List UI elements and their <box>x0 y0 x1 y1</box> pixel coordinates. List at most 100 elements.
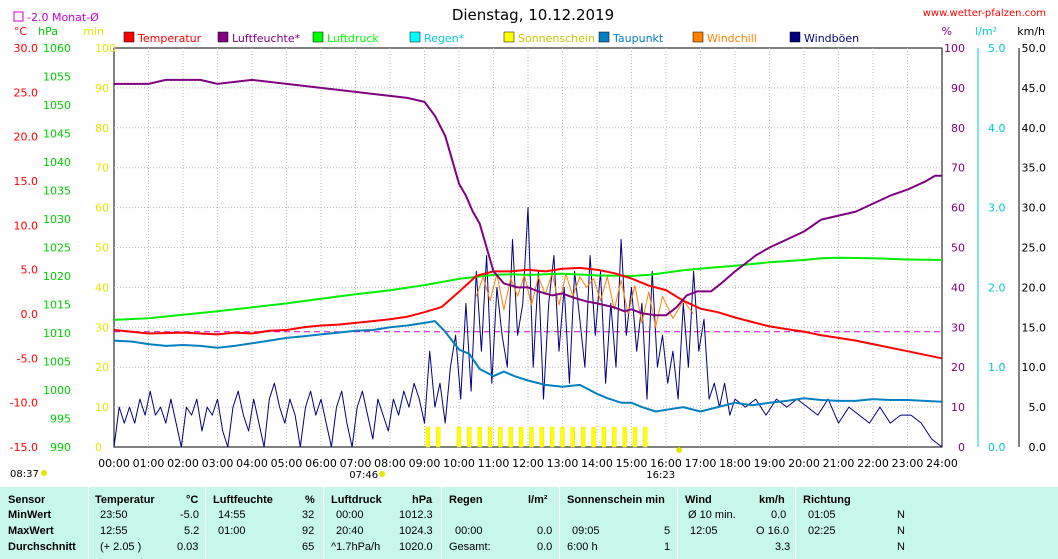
temp-tick-label: -10.0 <box>10 397 38 410</box>
sun-total-hours: 6:00 h <box>567 541 598 553</box>
sunshine-bar <box>601 426 607 448</box>
sunshine-bar <box>508 426 513 448</box>
temp-tick-label: 20.0 <box>14 131 39 144</box>
min-temp-value: -5.0 <box>180 509 199 521</box>
table-divider <box>795 487 796 559</box>
pressure-tick-label: 1020 <box>43 270 71 283</box>
pressure-tick-label: 995 <box>50 413 71 426</box>
pressure-tick-label: 1050 <box>43 99 71 112</box>
table-divider <box>677 487 678 559</box>
header-pressure: Luftdruck <box>331 494 382 506</box>
x-tick-label: 23:00 <box>892 457 924 470</box>
rain-unit-label: l/m² <box>975 25 997 38</box>
humidity-tick-label: 0 <box>958 441 965 454</box>
x-tick-label: 20:00 <box>788 457 820 470</box>
min-press-time: 00:00 <box>336 509 364 521</box>
min-wind-time: Ø 10 min. <box>688 509 736 521</box>
table-divider <box>559 487 560 559</box>
row-label-max: MaxWert <box>8 525 54 537</box>
sunshine-bar <box>436 426 441 448</box>
temp-tick-label: -5.0 <box>17 352 38 365</box>
max-press-value: 1024.3 <box>399 525 433 537</box>
rain-tick-label: 5.0 <box>988 42 1006 55</box>
rain-tick-label: 2.0 <box>988 281 1006 294</box>
wind-tick-label: 40.0 <box>1022 122 1047 135</box>
temp-tick-label: 30.0 <box>14 42 39 55</box>
legend-swatch <box>123 31 135 43</box>
pressure-tick-label: 1030 <box>43 213 71 226</box>
x-tick-label: 22:00 <box>857 457 889 470</box>
temp-unit-label: °C <box>14 25 28 38</box>
sunshine-bar <box>498 426 503 448</box>
max-temp-value: 5.2 <box>184 525 200 537</box>
sunshine-bar <box>581 426 586 448</box>
pressure-tick-label: 1040 <box>43 156 71 169</box>
humidity-tick-label: 40 <box>951 281 965 294</box>
legend-label: Windböen <box>804 32 859 45</box>
sunshine-bar <box>612 426 617 448</box>
chart-canvas: 00:00 01:00 02:00 03:00 04:00 05:00 06:00 07:00… <box>10 6 1047 481</box>
x-tick-label: 24:00 <box>926 457 958 470</box>
sunshine-tick-label: 60 <box>95 202 109 215</box>
wind-tick-label: 20.0 <box>1022 281 1047 294</box>
max-dir-time: 02:25 <box>808 525 836 537</box>
site-label: www.wetter-pfalzen.com <box>923 8 1046 19</box>
pressure-tick-label: 1055 <box>43 71 71 84</box>
humidity-tick-label: 50 <box>951 242 965 255</box>
sunshine-tick-label: 0 <box>95 441 102 454</box>
x-tick-label: 09:00 <box>409 457 441 470</box>
sunshine-tick-label: 90 <box>95 82 109 95</box>
max-press-time: 20:40 <box>336 525 364 537</box>
pressure-line <box>113 256 943 321</box>
humidity-tick-label: 20 <box>951 361 965 374</box>
humidity-tick-label: 60 <box>951 202 965 215</box>
humidity-line <box>114 78 942 317</box>
row-label-min: MinWert <box>8 509 52 521</box>
dewpoint-line <box>113 320 943 413</box>
pressure-tick-label: 990 <box>50 441 71 454</box>
legend-label: Windchill <box>707 32 757 45</box>
sunshine-bar <box>622 426 627 448</box>
sunrise-marker <box>379 471 386 477</box>
rain-tick-label: 1.0 <box>988 361 1006 374</box>
sunshine-bar <box>560 426 565 448</box>
max-hum-time: 01:00 <box>218 525 246 537</box>
min-wind-value: 0.0 <box>771 509 787 521</box>
min-hum-time: 14:55 <box>218 509 246 521</box>
legend-swatch <box>312 31 324 43</box>
min-temp-time: 23:50 <box>100 509 128 521</box>
avg-wind-value: 3.3 <box>775 541 791 553</box>
header-direction: Richtung <box>803 494 851 506</box>
legend-swatch <box>409 31 421 43</box>
temp-tick-label: 15.0 <box>14 175 39 188</box>
pressure-tick-label: 1010 <box>43 327 71 340</box>
table-divider <box>441 487 442 559</box>
sunshine-bar <box>550 426 555 448</box>
header-humidity: Luftfeuchte <box>213 494 273 506</box>
sunshine-tick-label: 70 <box>95 162 109 175</box>
legend-label: Luftfeuchte* <box>232 32 301 45</box>
sunset-label: 16:23 <box>646 470 675 481</box>
humidity-tick-label: 90 <box>951 82 965 95</box>
max-wind-time: 12:05 <box>690 525 718 537</box>
sunshine-tick-label: 40 <box>95 281 109 294</box>
table-divider <box>88 487 89 559</box>
gusts-line <box>113 207 943 448</box>
x-tick-label: 05:00 <box>271 457 303 470</box>
temp-tick-label: -15.0 <box>10 441 38 454</box>
pressure-tick-label: 1060 <box>43 42 71 55</box>
x-tick-label: 14:00 <box>581 457 613 470</box>
avg-temp-value: 0.03 <box>177 541 199 553</box>
chart-title: Dienstag, 10.12.2019 <box>452 6 614 24</box>
temp-tick-label: 10.0 <box>14 219 39 232</box>
x-tick-label: 01:00 <box>133 457 165 470</box>
avg-press-trend: ^1.7hPa/h <box>331 541 381 553</box>
sunshine-bar <box>425 426 431 448</box>
sunshine-bar <box>591 426 596 448</box>
x-tick-label: 03:00 <box>202 457 234 470</box>
legend-swatch <box>598 31 610 43</box>
rain-total-label: Gesamt: <box>449 541 491 553</box>
humidity-tick-label: 80 <box>951 122 965 135</box>
wind-tick-label: 5.0 <box>1029 401 1047 414</box>
legend-swatch <box>503 31 515 43</box>
